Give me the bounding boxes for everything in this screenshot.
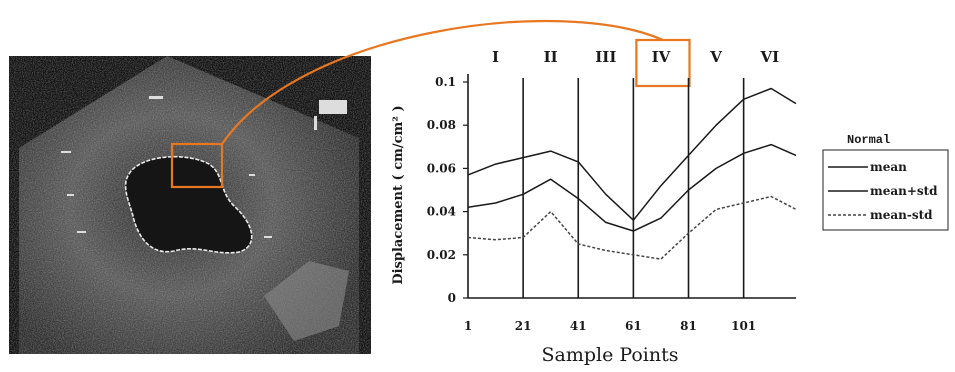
segment-label: VI [759, 48, 779, 66]
highlight-box-image [170, 142, 224, 189]
series-line-mean-std [467, 87, 797, 221]
highlight-callout [170, 19, 691, 189]
legend-title: Normal [847, 133, 890, 147]
x-tick-label: 61 [625, 319, 642, 333]
segment-label: IV [652, 48, 671, 66]
highlight-connector-curve [221, 19, 664, 145]
legend-entries: mean mean+std mean-std [828, 160, 938, 222]
x-axis-label: Sample Points [541, 344, 678, 366]
x-tick-label: 81 [680, 319, 697, 333]
y-tick-label: 0.06 [427, 161, 456, 175]
segment-label: III [595, 48, 616, 66]
series-line-mean [467, 143, 797, 232]
segment-labels: I II III IV V VI [492, 48, 779, 66]
highlight-box-chart [635, 38, 691, 88]
y-tick-label: 0.1 [435, 75, 456, 89]
legend-label: mean+std [870, 184, 938, 198]
axes [467, 74, 796, 299]
echocardiogram-image [9, 56, 371, 354]
y-tick-labels: 0 0.02 0.04 0.06 0.08 0.1 [427, 75, 468, 305]
y-axis-label: Displacement ( cm/cm² ) [391, 105, 406, 284]
series-line-mean-std [467, 195, 797, 260]
x-tick-label: 41 [570, 319, 587, 333]
segment-label: I [492, 48, 499, 66]
y-tick-label: 0.08 [427, 118, 456, 132]
x-tick-label: 1 [464, 319, 472, 333]
segment-boundaries [522, 78, 745, 298]
x-tick-labels: 1 21 41 61 81 101 [464, 319, 756, 333]
legend: Normal mean mean+std mean-std [822, 133, 949, 231]
legend-label: mean-std [870, 208, 933, 222]
legend-box [822, 149, 949, 231]
series-lines [467, 87, 797, 260]
segment-label: II [544, 48, 558, 66]
y-tick-label: 0.02 [427, 248, 456, 262]
y-tick-label: 0 [448, 291, 456, 305]
y-tick-label: 0.04 [427, 205, 456, 219]
x-tick-label: 101 [731, 319, 756, 333]
legend-label: mean [870, 160, 907, 174]
x-tick-label: 21 [515, 319, 532, 333]
segment-label: V [709, 48, 722, 66]
